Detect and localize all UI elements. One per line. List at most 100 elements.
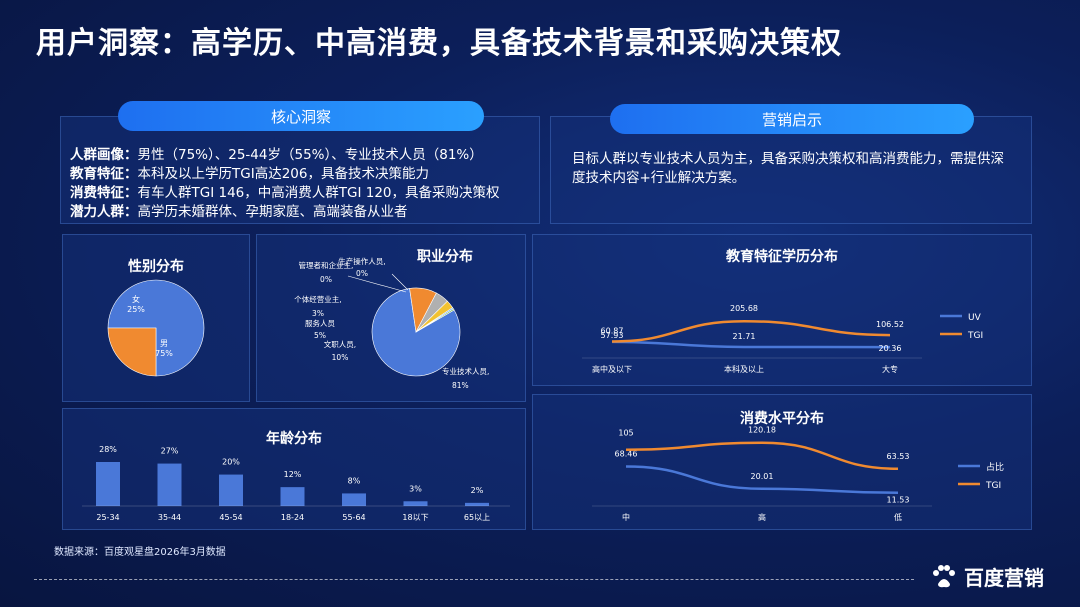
baidu-paw-icon: [933, 564, 955, 587]
age-bar: [403, 501, 428, 506]
insight-label: 潜力人群：: [70, 204, 138, 220]
consumption-line-chart: 中 高 低 68.46 20.01 11.53 占比 105 120.18 63.53 TGI: [592, 426, 1004, 522]
leader-line: [347, 275, 407, 293]
slice-label: 文职人员,: [324, 339, 356, 349]
slice-value-label: 81%: [452, 381, 469, 390]
bar-value-label: 8%: [348, 476, 361, 485]
data-label: 205.68: [730, 304, 758, 313]
x-tick-label: 中: [622, 512, 630, 522]
marketing-text: 目标人群以专业技术人员为主，具备采购决策权和高消费能力，需提供深度技术内容+行业…: [572, 151, 1004, 186]
x-tick-label: 45-54: [219, 513, 242, 522]
slice-label: 女: [132, 294, 140, 304]
insight-line-persona: 人群画像：男性（75%）、25-44岁（55%）、专业技术人员（81%）: [70, 146, 500, 165]
bar-value-label: 3%: [409, 484, 422, 493]
data-label: 63.53: [887, 452, 910, 461]
series-line: [625, 441, 899, 471]
slice-value-label: 3%: [312, 309, 324, 318]
core-insight-panel: [60, 116, 540, 224]
data-label: 60.87: [601, 326, 624, 335]
slice-label: 专业技术人员,: [442, 366, 489, 376]
x-tick-label: 大专: [882, 364, 898, 374]
insight-line-consumption: 消费特征：有车人群TGI 146，中高消费人群TGI 120，具备采购决策权: [70, 184, 500, 203]
x-tick-label: 高: [758, 512, 766, 522]
marketing-panel: [550, 116, 1032, 224]
slice-value-label: 5%: [314, 331, 326, 340]
pie-slice: [107, 327, 157, 377]
age-bar-chart: 28% 25-34 27% 35-44 20% 45-54 12% 18-24 8% 55-64 3…: [82, 445, 510, 522]
slice-label: 男: [160, 339, 168, 348]
bar-value-label: 2%: [471, 486, 484, 495]
consumption-chart-title: 消费水平分布: [740, 411, 824, 427]
age-bar: [157, 463, 182, 506]
marketing-header: 营销启示: [610, 104, 974, 134]
education-chart-title: 教育特征学历分布: [726, 249, 838, 265]
age-chart-title: 年龄分布: [266, 431, 322, 447]
leader-line: [391, 273, 409, 291]
age-bar: [465, 502, 489, 506]
series-line: [625, 465, 899, 494]
footer-divider: [34, 579, 914, 580]
slice-value-label: 0%: [320, 275, 332, 284]
data-source-note: 数据来源：百度观星盘2026年3月数据: [54, 547, 226, 558]
insight-text: 本科及以上学历TGI高达206，具备技术决策能力: [137, 166, 429, 182]
series-line: [611, 340, 891, 349]
x-tick-label: 本科及以上: [724, 364, 764, 374]
education-line-chart: 高中及以下 本科及以上 大专 57.93 21.71 20.36 UV 60.87 205.68…: [582, 304, 983, 374]
data-label: 20.01: [751, 472, 774, 481]
slice-value-label: 25%: [127, 305, 145, 314]
legend-label: TGI: [985, 481, 1001, 491]
slice-label: 个体经营业主,: [294, 294, 341, 304]
data-label: 11.53: [887, 496, 910, 505]
legend-label: UV: [968, 313, 982, 323]
gender-chart-title: 性别分布: [128, 259, 184, 275]
consumption-chart-panel: [532, 394, 1032, 530]
pie-slice: [415, 308, 455, 333]
series-line: [611, 319, 891, 343]
data-label: 106.52: [876, 320, 904, 329]
page-title: 用户洞察：高学历、中高消费，具备技术背景和采购决策权: [36, 26, 842, 61]
insight-label: 人群画像：: [70, 147, 138, 163]
x-tick-label: 18以下: [402, 513, 428, 522]
age-bar: [219, 474, 243, 506]
data-label: 21.71: [733, 332, 756, 341]
bar-value-label: 28%: [99, 445, 117, 454]
legend-label: TGI: [967, 331, 983, 341]
x-tick-label: 低: [894, 512, 902, 522]
brand-logo: 百度营销: [930, 562, 1044, 591]
data-label: 120.18: [748, 426, 776, 435]
data-label: 68.46: [615, 450, 638, 459]
x-tick-label: 18-24: [281, 513, 304, 522]
legend-label: 占比: [986, 461, 1004, 473]
brand-name: 百度营销: [964, 566, 1044, 590]
slice-label: 服务人员: [305, 318, 335, 328]
insight-text: 男性（75%）、25-44岁（55%）、专业技术人员（81%）: [137, 147, 483, 163]
occupation-pie-chart: 专业技术人员, 81% 文职人员, 10% 服务人员 5% 个体经营业主, 3% 管理者和企业主…: [294, 256, 489, 390]
data-label: 20.36: [879, 344, 902, 353]
x-tick-label: 55-64: [342, 513, 365, 522]
insight-line-education: 教育特征：本科及以上学历TGI高达206，具备技术决策能力: [70, 165, 500, 184]
x-tick-label: 25-34: [96, 513, 119, 522]
insight-line-potential: 潜力人群：高学历未婚群体、孕期家庭、高端装备从业者: [70, 203, 500, 222]
slice-label: 管理者和企业主,: [299, 260, 354, 270]
insight-label: 消费特征：: [70, 185, 138, 201]
core-insight-lines: 人群画像：男性（75%）、25-44岁（55%）、专业技术人员（81%） 教育特…: [70, 146, 500, 222]
gender-pie-chart: 男75% 女25%: [107, 279, 205, 377]
age-bar: [96, 462, 120, 506]
insight-label: 教育特征：: [70, 166, 138, 182]
bar-value-label: 27%: [161, 447, 179, 456]
x-tick-label: 65以上: [464, 513, 490, 522]
x-tick-label: 35-44: [158, 513, 181, 522]
slice-value-label: 75%: [155, 349, 173, 358]
insight-text: 高学历未婚群体、孕期家庭、高端装备从业者: [137, 204, 408, 220]
data-label: 57.93: [601, 331, 624, 340]
slice-label: 生产操作人员,: [338, 256, 385, 266]
age-bar: [280, 487, 305, 506]
education-chart-panel: [532, 234, 1032, 386]
slice-value-label: 0%: [356, 269, 368, 278]
slice-value-label: 10%: [332, 353, 349, 362]
bar-value-label: 20%: [222, 458, 240, 467]
bar-value-label: 12%: [284, 470, 302, 479]
age-chart-panel: [62, 408, 526, 530]
x-tick-label: 高中及以下: [592, 364, 632, 374]
